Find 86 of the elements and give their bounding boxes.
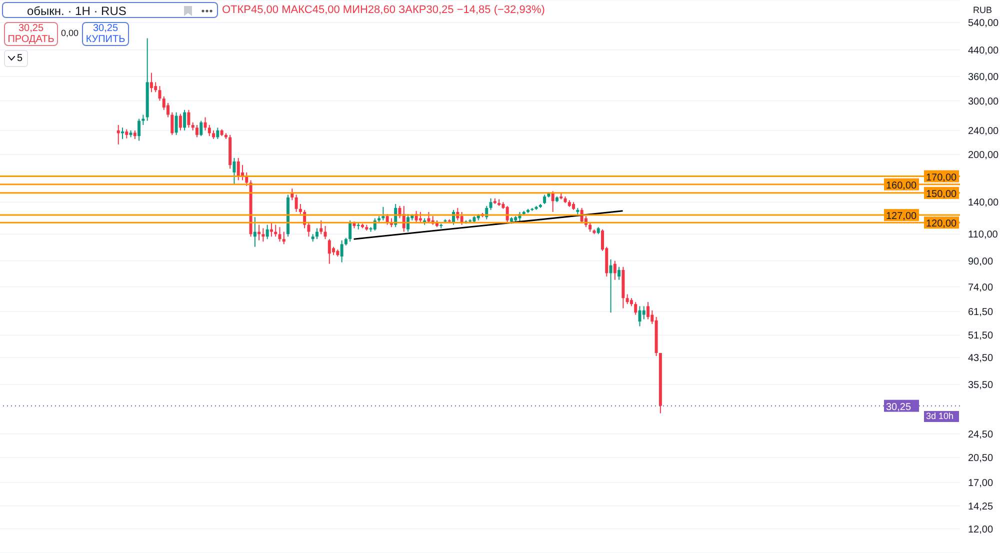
y-tick-label: 61,50 bbox=[968, 307, 994, 318]
y-tick-label: 360,00 bbox=[968, 72, 1000, 84]
candlestick bbox=[613, 260, 616, 280]
y-tick-label: 24,50 bbox=[968, 429, 994, 440]
candlestick bbox=[588, 222, 592, 232]
candlestick bbox=[138, 118, 141, 142]
candlestick bbox=[543, 194, 546, 204]
candlestick bbox=[154, 82, 158, 93]
candlestick bbox=[348, 220, 352, 242]
candlestick bbox=[406, 214, 410, 232]
text: RUB bbox=[973, 5, 992, 15]
candlestick bbox=[618, 266, 621, 280]
candlestick bbox=[324, 225, 327, 240]
candlestick bbox=[125, 128, 128, 139]
candlestick bbox=[634, 302, 638, 316]
ref-line-label: 160,00 bbox=[886, 180, 918, 192]
ref-line-label: 150,00 bbox=[926, 188, 958, 200]
candlestick bbox=[298, 204, 302, 215]
candlestick bbox=[427, 211, 430, 224]
candlestick bbox=[282, 231, 286, 245]
candlestick bbox=[232, 158, 236, 185]
candlestick bbox=[278, 226, 282, 242]
candlestick bbox=[386, 214, 389, 226]
annotation: 0,00 bbox=[61, 28, 79, 38]
y-tick-label: 110,00 bbox=[968, 230, 998, 241]
candlestick bbox=[307, 222, 310, 238]
candlestick bbox=[262, 228, 265, 242]
annotation: ОТКР45,00 МАКС45,00 МИН28,60 ЗАКР30,25 −14,85 (−32,93%) bbox=[222, 4, 545, 16]
candlestick bbox=[236, 158, 240, 181]
candlestick bbox=[158, 86, 162, 102]
y-tick-label: 90,00 bbox=[968, 256, 994, 268]
y-tick-label: 540,00 bbox=[968, 18, 1000, 30]
candlestick bbox=[460, 211, 464, 226]
candlestick bbox=[340, 240, 344, 263]
candlestick bbox=[204, 116, 207, 131]
y-tick-label: 51,50 bbox=[968, 330, 994, 342]
candlestick bbox=[609, 258, 612, 314]
ref-line-label: 127,00 bbox=[886, 211, 918, 222]
ref-line-label: 120,00 bbox=[926, 218, 958, 230]
y-tick-label: 14,25 bbox=[968, 501, 994, 512]
annotation: 30,25 КУПИТЬ bbox=[82, 22, 129, 46]
candlestick bbox=[646, 302, 650, 320]
candlestick bbox=[315, 228, 318, 240]
candlestick bbox=[170, 112, 174, 136]
annotation: 5 bbox=[4, 50, 28, 67]
y-tick-label: 74,00 bbox=[968, 282, 994, 294]
candlestick bbox=[382, 206, 385, 221]
candlestick bbox=[642, 306, 646, 320]
candlestick bbox=[551, 190, 554, 212]
y-tick-label: 20,50 bbox=[968, 453, 994, 464]
candlestick bbox=[294, 194, 298, 212]
y-tick-label: 140,00 bbox=[968, 198, 1000, 209]
ref-line-label: 170,00 bbox=[926, 172, 958, 184]
y-tick-label: 35,50 bbox=[968, 380, 994, 392]
candlestick bbox=[195, 124, 198, 138]
y-tick-label: 200,00 bbox=[968, 150, 1000, 162]
candlestick bbox=[489, 198, 492, 210]
candlestick bbox=[626, 294, 629, 305]
ref-line-label: 30,25 bbox=[886, 402, 912, 413]
y-tick-label: 43,50 bbox=[968, 353, 994, 364]
candlestick bbox=[266, 224, 269, 240]
candlestick bbox=[166, 102, 170, 118]
candlestick bbox=[328, 238, 331, 264]
candlestick bbox=[253, 216, 256, 248]
candlestick bbox=[150, 72, 153, 93]
y-tick-label: 17,00 bbox=[968, 478, 994, 489]
candlestick bbox=[187, 109, 190, 128]
candlestick bbox=[200, 120, 203, 137]
candlestick bbox=[418, 211, 422, 224]
candlestick bbox=[208, 124, 211, 137]
candlestick bbox=[638, 306, 642, 327]
y-tick-label: 440,00 bbox=[968, 45, 1000, 56]
candlestick bbox=[183, 109, 186, 131]
candlestick bbox=[142, 114, 145, 126]
candlestick bbox=[270, 222, 273, 238]
candlestick bbox=[178, 113, 182, 131]
y-tick-label: 300,00 bbox=[968, 96, 1000, 108]
candlestick bbox=[216, 127, 220, 140]
annotation: 30,25 ПРОДАТЬ bbox=[4, 22, 58, 46]
annotation: 3d 10h bbox=[924, 411, 959, 422]
candlestick bbox=[174, 112, 178, 136]
candlestick bbox=[121, 127, 124, 140]
symbol-field: обыкн. · 1H · RUS bbox=[2, 2, 218, 18]
y-tick-label: 240,00 bbox=[968, 126, 1000, 137]
candlestick bbox=[320, 220, 323, 235]
y-tick-label: 12,00 bbox=[968, 524, 994, 536]
